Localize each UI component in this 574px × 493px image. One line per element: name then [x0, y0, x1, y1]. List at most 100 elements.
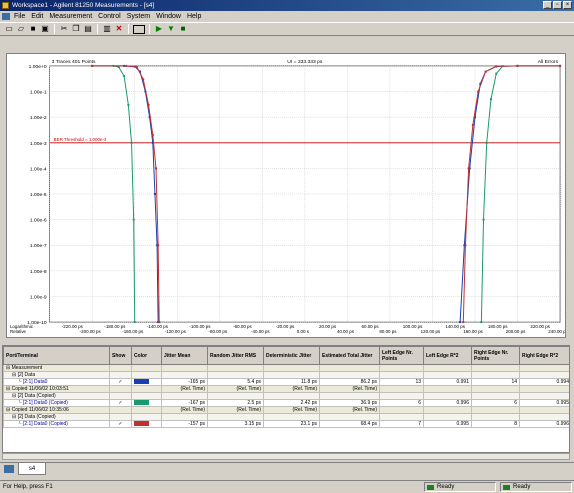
- menu-control[interactable]: Control: [98, 13, 121, 20]
- table-cell: [162, 372, 208, 379]
- save-icon[interactable]: ■: [28, 24, 38, 34]
- table-cell: [380, 386, 424, 393]
- series-point: [480, 321, 482, 323]
- series-point: [468, 167, 470, 169]
- table-cell: [162, 393, 208, 400]
- show-checkbox: [110, 386, 132, 393]
- show-checkbox[interactable]: ✓: [110, 421, 132, 428]
- delete-icon[interactable]: ✕: [114, 24, 124, 34]
- show-checkbox[interactable]: ✓: [110, 400, 132, 407]
- row-label-text: [2:1] Data0: [23, 379, 47, 385]
- cut-icon[interactable]: ✂: [59, 24, 69, 34]
- document-icon[interactable]: [2, 13, 10, 20]
- close-button[interactable]: ×: [563, 1, 572, 9]
- table-row[interactable]: └ [2:1] Data0 (Copied) ✓ -167 ps 2.5 ps 2.42…: [4, 400, 571, 407]
- table-cell: [424, 414, 472, 421]
- x-axis-title: Relative: [10, 329, 27, 334]
- tab-s4[interactable]: s4: [18, 463, 46, 475]
- horizontal-scrollbar[interactable]: [2, 453, 570, 460]
- table-row[interactable]: ⊟ [2] Data (Copied): [4, 393, 571, 400]
- status-connection-icon: [503, 485, 510, 490]
- series-point: [142, 78, 144, 80]
- table-cell: 6: [380, 400, 424, 407]
- column-header[interactable]: Port/Terminal: [4, 347, 110, 365]
- row-label-text: Measurement: [12, 365, 43, 371]
- save-all-icon[interactable]: ▣: [40, 24, 50, 34]
- series-point: [464, 244, 466, 246]
- table-cell: (Rel. Time): [162, 407, 208, 414]
- column-header[interactable]: Estimated Total Jitter: [320, 347, 380, 365]
- series-point: [495, 65, 497, 67]
- chart-info-right: All Errors: [538, 59, 559, 65]
- minimize-button[interactable]: _: [543, 1, 552, 9]
- stop-icon[interactable]: ■: [178, 24, 188, 34]
- menu-system[interactable]: System: [127, 13, 150, 20]
- column-header[interactable]: Left Edge R*2: [424, 347, 472, 365]
- row-label[interactable]: ⊟ [2] Data (Copied): [4, 393, 110, 400]
- column-header[interactable]: Show: [110, 347, 132, 365]
- color-swatch-cell[interactable]: [132, 400, 162, 407]
- paste-icon[interactable]: ▤: [83, 24, 93, 34]
- row-label[interactable]: └ [2:1] Data0 (Copied): [4, 421, 110, 428]
- ber-bathtub-chart[interactable]: 1.00e+0 1.00e-1 1.00e-2 1.00e-3 1.00e-4 1.00e…: [6, 53, 566, 338]
- table-cell: (Rel. Time): [264, 407, 320, 414]
- table-cell: 0.996: [424, 400, 472, 407]
- table-cell: [162, 365, 208, 372]
- row-label[interactable]: ⊟ Copied 11/06/02 10:03:51: [4, 386, 110, 393]
- column-header[interactable]: Deterministic Jitter: [264, 347, 320, 365]
- row-label[interactable]: ⊟ Measurement: [4, 365, 110, 372]
- column-header[interactable]: Random Jitter RMS: [208, 347, 264, 365]
- table-cell: 8: [472, 421, 520, 428]
- step-icon[interactable]: ▼: [166, 24, 176, 34]
- x-tick-label-bottom: -80.00 ps: [209, 329, 228, 334]
- menu-edit[interactable]: Edit: [31, 13, 43, 20]
- column-header[interactable]: Right Edge R*2: [520, 347, 571, 365]
- series-point: [155, 167, 157, 169]
- new-icon[interactable]: ▭: [4, 24, 14, 34]
- show-checkbox: [110, 407, 132, 414]
- row-label[interactable]: ⊟ [2] Data (Copied): [4, 414, 110, 421]
- column-header[interactable]: Jitter Mean: [162, 347, 208, 365]
- table-cell: [424, 386, 472, 393]
- color-swatch-cell[interactable]: [132, 379, 162, 386]
- y-tick-label: 1.00e-5: [30, 192, 47, 198]
- menu-help[interactable]: Help: [187, 13, 201, 20]
- color-swatch-cell[interactable]: [132, 421, 162, 428]
- row-label[interactable]: ⊟ [2] Data: [4, 372, 110, 379]
- column-header[interactable]: Color: [132, 347, 162, 365]
- column-header[interactable]: Left Edge Nr. Points: [380, 347, 424, 365]
- table-row[interactable]: └ [2:1] Data0 ✓ -165 ps 5.4 ps 11.8 ps 86.2 p…: [4, 379, 571, 386]
- restore-button[interactable]: ▫: [553, 1, 562, 9]
- table-cell: (Rel. Time): [208, 407, 264, 414]
- menu-file[interactable]: File: [14, 13, 25, 20]
- column-header[interactable]: Right Edge Nr. Points: [472, 347, 520, 365]
- table-cell: [424, 365, 472, 372]
- open-icon[interactable]: ▱: [16, 24, 26, 34]
- show-checkbox[interactable]: ✓: [110, 379, 132, 386]
- table-row[interactable]: ⊟ Copied 11/06/02 10:03:51 (Rel. Time) (Re…: [4, 386, 571, 393]
- table-cell: [472, 414, 520, 421]
- table-row[interactable]: ⊟ Copied 11/06/02 10:35:06 (Rel. Time) (Re…: [4, 407, 571, 414]
- run-icon[interactable]: ▶: [154, 24, 164, 34]
- series-point: [483, 219, 485, 221]
- row-label[interactable]: └ [2:1] Data0 (Copied): [4, 400, 110, 407]
- table-row[interactable]: ⊟ [2] Data: [4, 372, 571, 379]
- menu-window[interactable]: Window: [156, 13, 181, 20]
- table-row[interactable]: └ [2:1] Data0 (Copied) ✓ -157 ps 3.15 ps 23.…: [4, 421, 571, 428]
- row-label[interactable]: ⊟ Copied 11/06/02 10:35:06: [4, 407, 110, 414]
- row-label-text: [2] Data: [18, 372, 36, 378]
- row-label[interactable]: └ [2:1] Data0: [4, 379, 110, 386]
- series-point: [131, 142, 133, 144]
- print-icon[interactable]: ▥: [102, 24, 112, 34]
- table-row[interactable]: ⊟ [2] Data (Copied): [4, 414, 571, 421]
- table-cell: 0.995: [424, 421, 472, 428]
- menu-measurement[interactable]: Measurement: [49, 13, 92, 20]
- table-cell: -167 ps: [162, 400, 208, 407]
- ber-threshold-label: BER Threshold = 1.000e-3: [54, 137, 107, 142]
- table-row[interactable]: ⊟ Measurement: [4, 365, 571, 372]
- copy-icon[interactable]: ❐: [71, 24, 81, 34]
- status-indicator-icon: [427, 485, 434, 490]
- table-cell: 0.995: [520, 400, 571, 407]
- series-point: [459, 321, 461, 323]
- window-icon[interactable]: [133, 25, 145, 34]
